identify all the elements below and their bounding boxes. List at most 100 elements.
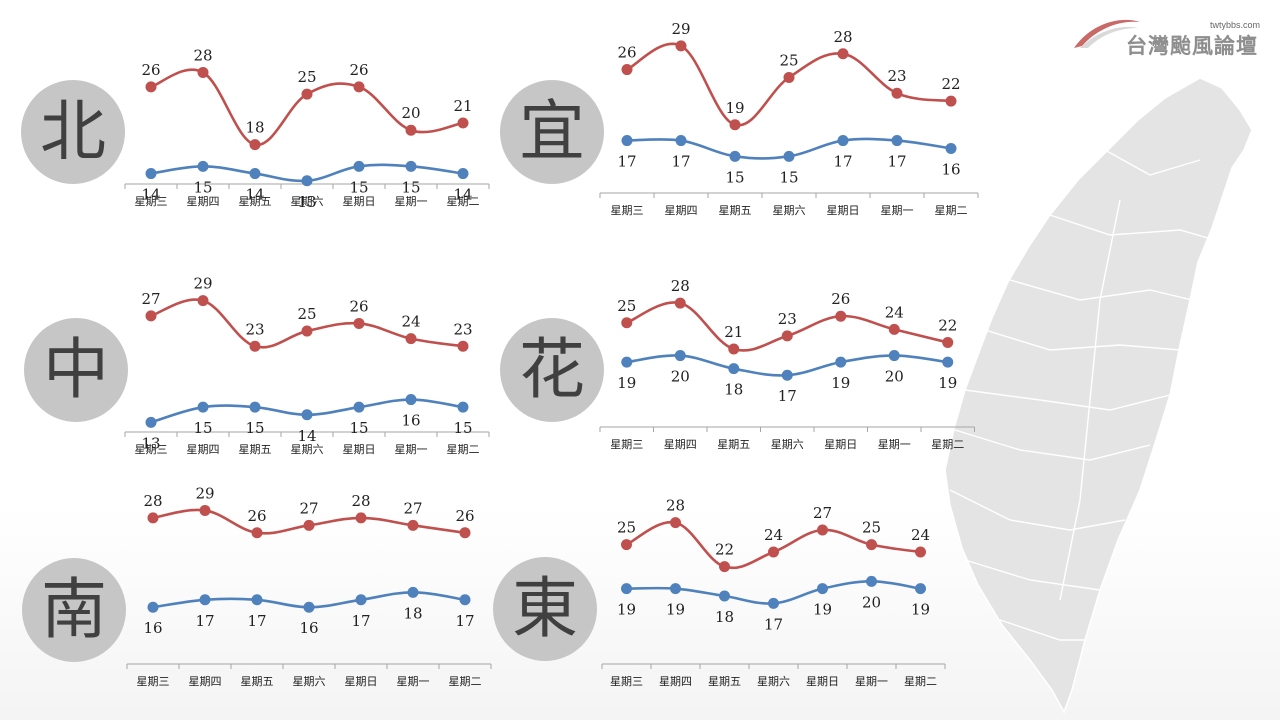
- low-temp-label: 17: [671, 153, 690, 171]
- high-temp-label: 26: [831, 290, 850, 308]
- chart-south: 星期三 星期四 星期五 星期六 星期日 星期一 星期二 28 29 26 27 28 27 26 16 17 1…: [126, 484, 492, 688]
- chart-central: 星期三 星期四 星期五 星期六 星期日 星期一 星期二 27 29 23 25 26 24 23 13 15 1…: [124, 275, 490, 456]
- x-tick-label: 星期二: [449, 675, 482, 688]
- high-temp-point: [197, 295, 209, 307]
- low-temp-point: [817, 583, 828, 595]
- low-temp-label: 19: [813, 601, 832, 619]
- low-temp-label: 17: [833, 153, 852, 171]
- low-temp-label: 17: [351, 612, 370, 630]
- high-temp-label: 25: [617, 519, 636, 537]
- high-temp-point: [621, 539, 632, 551]
- high-temp-label: 23: [453, 320, 472, 338]
- low-temp-point: [251, 594, 263, 606]
- high-temp-point: [353, 81, 365, 93]
- low-temp-label: 16: [299, 619, 318, 637]
- low-temp-point: [199, 594, 211, 606]
- low-temp-point: [249, 401, 261, 413]
- low-temp-label: 19: [831, 374, 850, 392]
- x-tick-label: 星期四: [189, 675, 222, 688]
- high-temp-point: [459, 527, 471, 539]
- high-temp-label: 26: [349, 297, 368, 315]
- low-temp-point: [866, 575, 877, 587]
- x-tick-label: 星期一: [395, 195, 428, 208]
- x-tick-label: 星期六: [757, 675, 790, 688]
- high-temp-point: [674, 297, 686, 309]
- x-tick-label: 星期三: [135, 443, 168, 456]
- low-temp-point: [945, 142, 957, 154]
- high-temp-label: 26: [455, 507, 474, 525]
- low-temp-point: [719, 590, 730, 602]
- x-tick-label: 星期三: [610, 438, 643, 451]
- x-tick-label: 星期五: [717, 438, 750, 451]
- low-temp-point: [197, 160, 209, 172]
- region-label: 中: [43, 331, 109, 408]
- region-badge-central: 中: [24, 318, 128, 422]
- high-temp-point: [670, 517, 681, 529]
- high-temp-point: [942, 336, 954, 348]
- x-tick-label: 星期日: [827, 204, 860, 217]
- low-temp-label: 17: [764, 615, 783, 633]
- high-temp-point: [866, 539, 877, 551]
- low-temp-point: [459, 594, 471, 606]
- low-temp-label: 20: [885, 368, 904, 386]
- low-temp-label: 14: [297, 427, 316, 445]
- region-label: 宜: [519, 93, 585, 170]
- low-temp-label: 14: [453, 186, 472, 204]
- high-temp-point: [729, 119, 741, 131]
- x-tick-label: 星期一: [397, 675, 430, 688]
- low-temp-point: [674, 350, 686, 362]
- high-temp-label: 26: [617, 44, 636, 62]
- region-label: 北: [40, 93, 106, 170]
- x-tick-label: 星期六: [293, 675, 326, 688]
- high-temp-label: 28: [193, 46, 212, 64]
- high-temp-point: [197, 66, 209, 78]
- high-temp-label: 24: [764, 526, 783, 544]
- x-tick-label: 星期三: [611, 204, 644, 217]
- high-temp-label: 23: [887, 67, 906, 85]
- low-temp-label: 13: [141, 434, 160, 452]
- low-temp-point: [670, 583, 681, 595]
- high-temp-label: 22: [941, 75, 960, 93]
- low-temp-label: 18: [715, 608, 734, 626]
- low-temp-label: 15: [401, 178, 420, 196]
- low-temp-label: 18: [403, 604, 422, 622]
- low-temp-point: [781, 369, 793, 381]
- low-temp-point: [301, 409, 313, 421]
- high-temp-label: 28: [833, 28, 852, 46]
- low-temp-label: 19: [938, 374, 957, 392]
- low-temp-point: [915, 583, 926, 595]
- high-temp-label: 21: [724, 323, 743, 341]
- low-temp-label: 15: [349, 178, 368, 196]
- chart-yilan: 星期三 星期四 星期五 星期六 星期日 星期一 星期二 26 29 19 25 28 23 22 17 17 1…: [599, 20, 979, 217]
- high-temp-point: [888, 323, 900, 335]
- region-badge-north: 北: [21, 80, 125, 184]
- low-temp-point: [355, 594, 367, 606]
- low-temp-label: 19: [617, 601, 636, 619]
- low-temp-point: [621, 583, 632, 595]
- low-temp-point: [621, 135, 633, 147]
- low-temp-label: 15: [349, 419, 368, 437]
- high-temp-label: 26: [349, 61, 368, 79]
- low-temp-label: 15: [453, 419, 472, 437]
- high-temp-point: [407, 519, 419, 531]
- high-temp-point: [251, 527, 263, 539]
- x-tick-label: 星期日: [343, 195, 376, 208]
- x-tick-label: 星期四: [187, 195, 220, 208]
- high-temp-point: [891, 87, 903, 99]
- x-tick-label: 星期六: [291, 443, 324, 456]
- high-temp-label: 21: [453, 97, 472, 115]
- low-temp-point: [835, 356, 847, 368]
- low-temp-point: [407, 586, 419, 598]
- region-badge-hualien: 花: [500, 318, 604, 422]
- high-temp-label: 28: [143, 492, 162, 510]
- low-temp-point: [197, 401, 209, 413]
- low-temp-point: [728, 363, 740, 375]
- high-temp-label: 23: [778, 310, 797, 328]
- high-temp-point: [249, 340, 261, 352]
- x-tick-label: 星期四: [664, 438, 697, 451]
- high-temp-point: [781, 330, 793, 342]
- high-temp-point: [355, 512, 367, 524]
- x-tick-label: 星期五: [239, 443, 272, 456]
- high-temp-label: 18: [245, 119, 264, 137]
